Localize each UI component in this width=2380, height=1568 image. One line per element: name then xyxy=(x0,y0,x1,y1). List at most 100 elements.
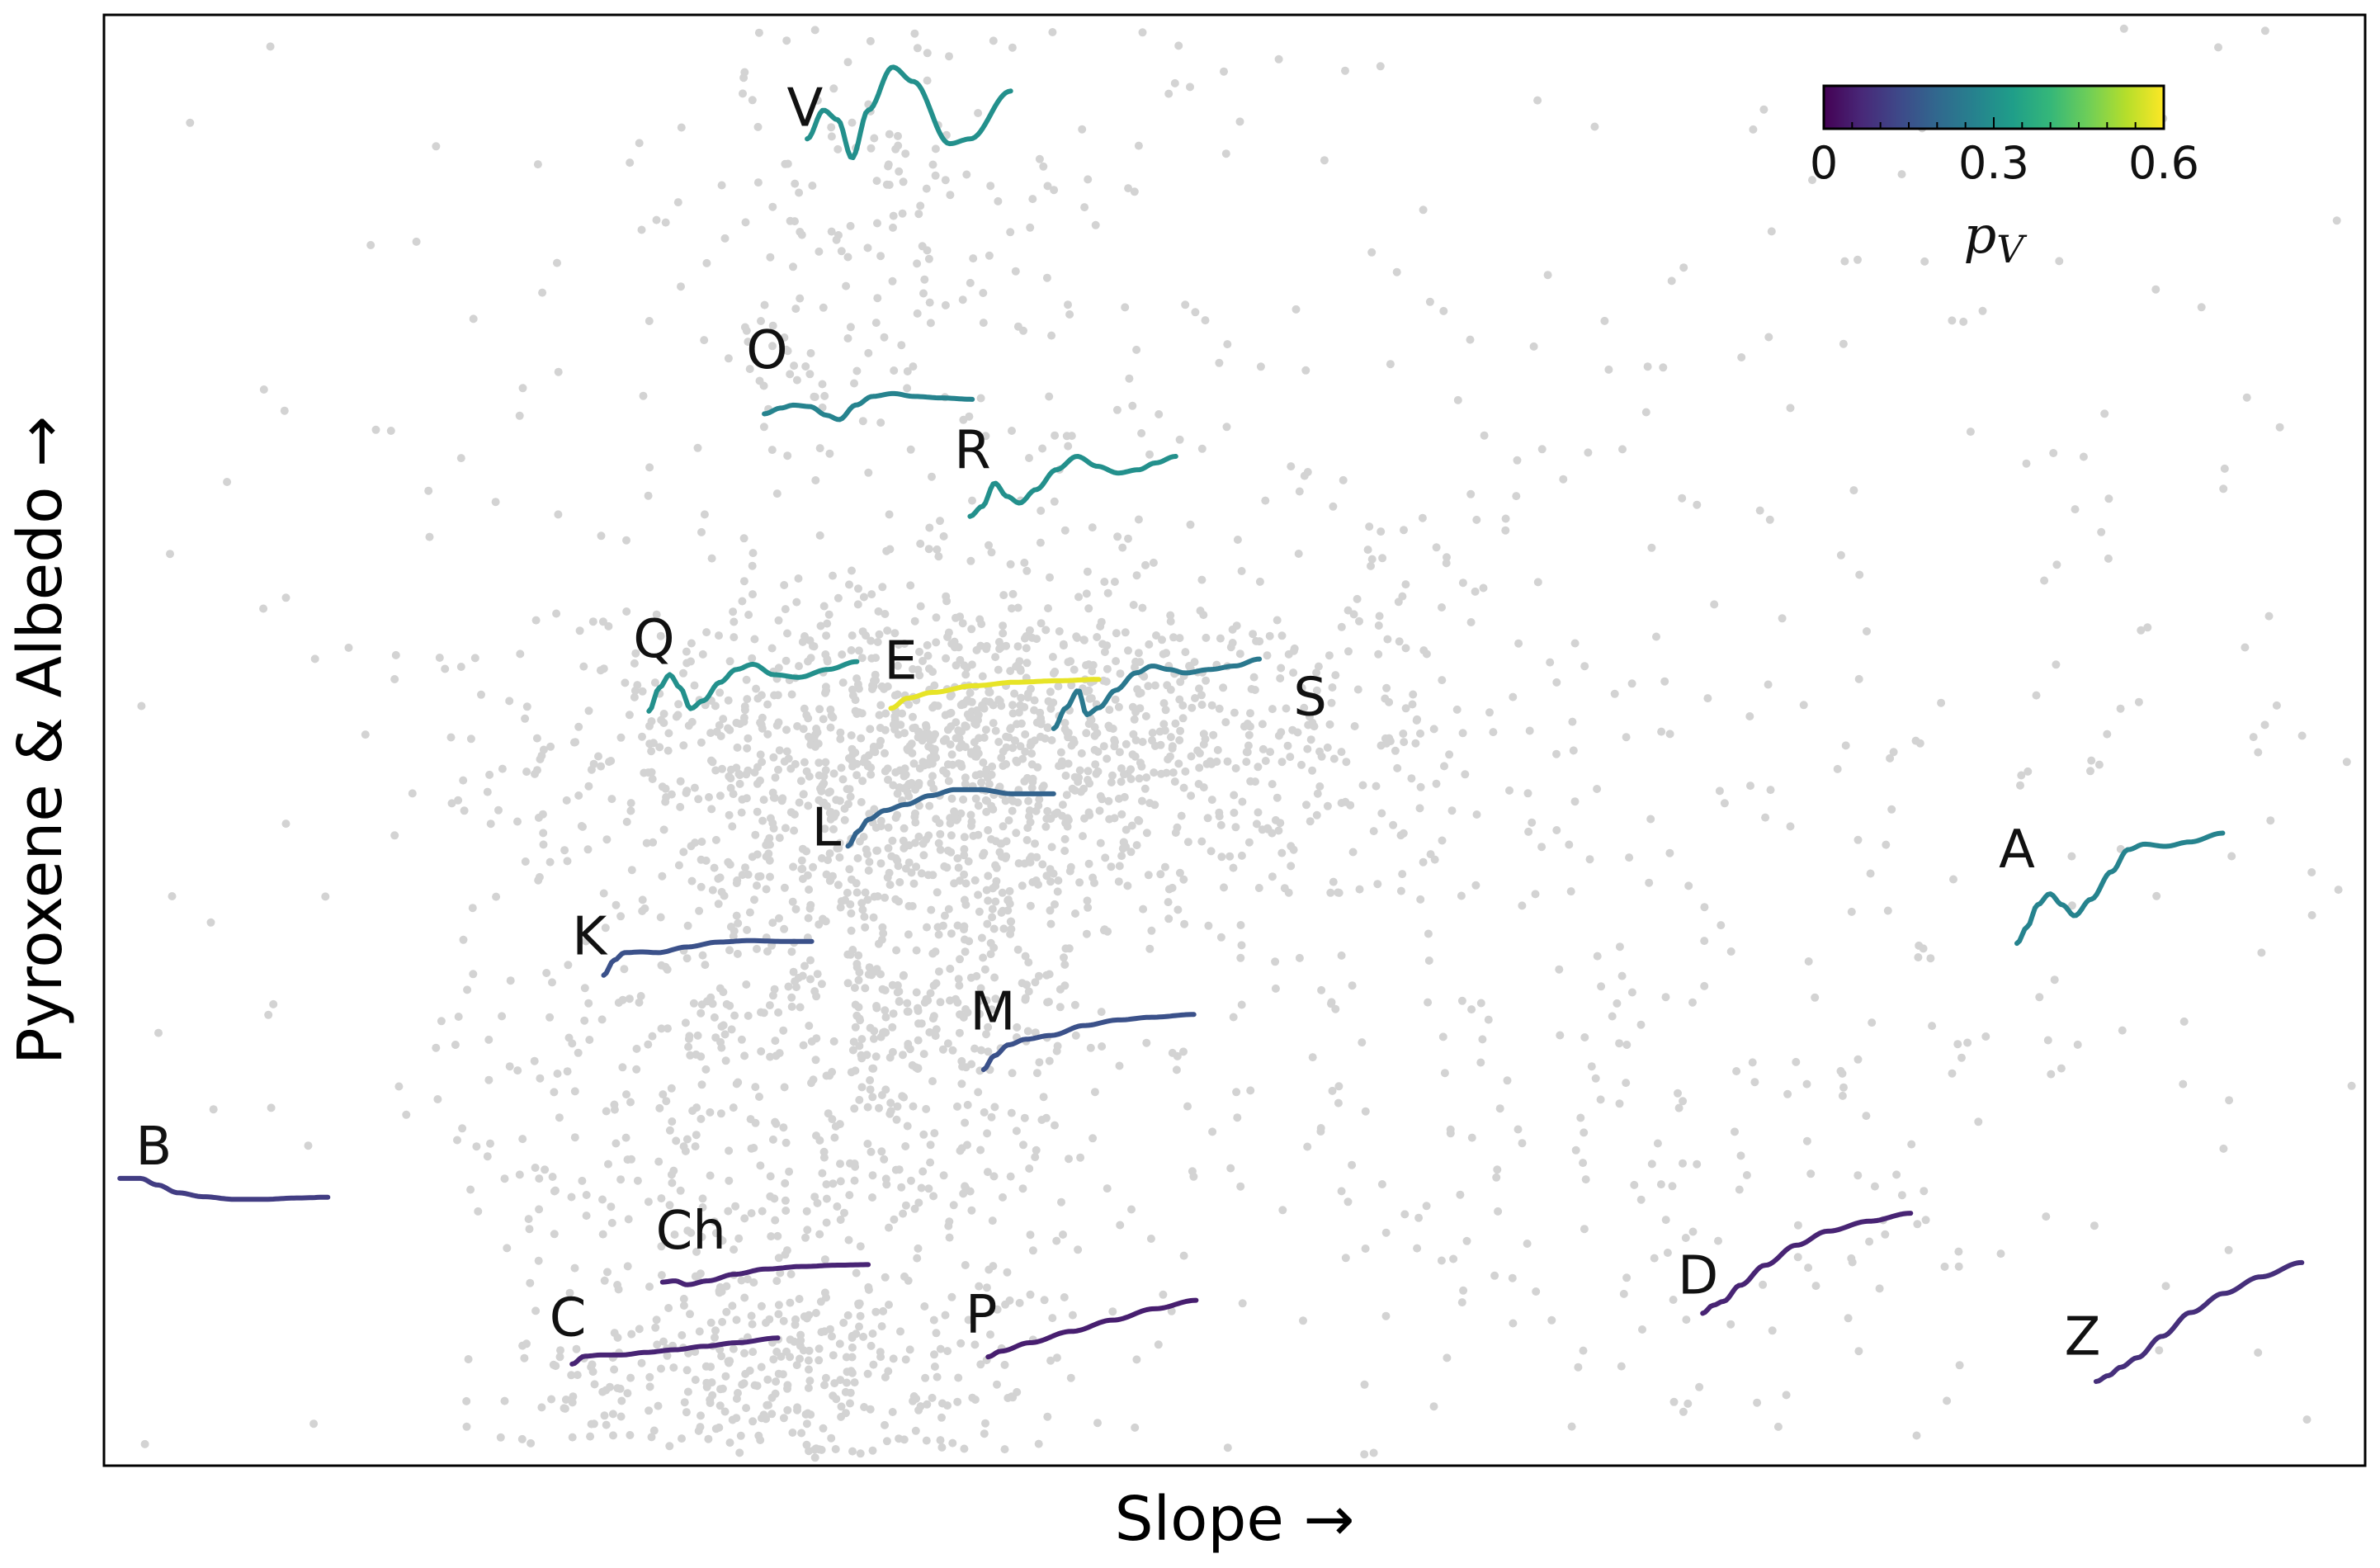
background-point xyxy=(1954,1247,1963,1256)
background-point xyxy=(1032,1145,1041,1155)
background-point xyxy=(1077,749,1086,758)
background-point xyxy=(813,96,822,105)
background-point xyxy=(1580,1033,1589,1041)
background-point xyxy=(1099,926,1108,935)
background-point xyxy=(903,367,912,375)
background-point xyxy=(2104,554,2113,563)
background-point xyxy=(895,878,904,886)
background-point xyxy=(690,783,699,792)
background-point xyxy=(895,167,904,176)
background-point xyxy=(616,733,626,742)
background-point xyxy=(437,1017,446,1026)
background-point xyxy=(947,1292,956,1301)
background-point xyxy=(630,659,639,668)
background-point xyxy=(500,1396,509,1405)
background-point xyxy=(470,654,479,663)
background-point xyxy=(2052,660,2061,669)
background-point xyxy=(1367,561,1375,570)
background-point xyxy=(1017,693,1026,702)
background-point xyxy=(888,1047,897,1056)
background-point xyxy=(912,988,921,997)
background-point xyxy=(1056,748,1065,757)
background-point xyxy=(922,723,931,732)
background-point xyxy=(1149,558,1158,567)
background-point xyxy=(789,862,798,871)
background-point xyxy=(486,819,495,829)
background-point xyxy=(1093,767,1103,776)
background-point xyxy=(657,1271,666,1280)
background-point xyxy=(677,282,685,291)
background-point xyxy=(2094,760,2104,769)
background-point xyxy=(947,831,956,840)
background-point xyxy=(725,1438,734,1448)
background-point xyxy=(743,925,752,934)
background-point xyxy=(1297,760,1306,769)
background-point xyxy=(961,670,970,679)
background-point xyxy=(1062,728,1071,737)
background-point xyxy=(941,176,950,185)
background-point xyxy=(1622,1041,1632,1049)
background-point xyxy=(1060,1293,1069,1301)
spectrum-c xyxy=(569,1335,781,1367)
background-point xyxy=(874,939,883,948)
background-point xyxy=(1096,838,1105,848)
background-point xyxy=(868,1093,877,1102)
background-point xyxy=(924,1184,933,1193)
background-point xyxy=(767,1232,776,1241)
background-point xyxy=(804,732,813,741)
background-point xyxy=(683,921,692,930)
background-point xyxy=(735,1448,744,1457)
background-point xyxy=(977,620,986,629)
background-point xyxy=(1638,1325,1646,1334)
background-point xyxy=(1430,855,1439,864)
background-point xyxy=(1365,522,1374,531)
background-point xyxy=(851,1023,860,1032)
background-point xyxy=(889,720,898,730)
background-point xyxy=(648,775,657,783)
background-point xyxy=(881,1006,890,1015)
background-point xyxy=(720,1407,730,1416)
background-point xyxy=(1215,704,1224,713)
background-point xyxy=(982,886,991,895)
background-point xyxy=(1344,647,1353,656)
background-point xyxy=(977,1046,985,1055)
background-point xyxy=(1131,752,1140,761)
background-point xyxy=(871,1307,881,1316)
background-point xyxy=(954,863,963,872)
background-point xyxy=(1799,701,1808,710)
background-point xyxy=(1360,1380,1369,1389)
background-point xyxy=(1180,919,1189,928)
background-point xyxy=(1035,1058,1044,1067)
background-point xyxy=(1393,763,1402,772)
background-point xyxy=(1501,514,1510,523)
background-point xyxy=(1051,1121,1059,1130)
background-point xyxy=(774,616,783,625)
background-point xyxy=(766,814,775,823)
background-point xyxy=(889,211,898,220)
background-point xyxy=(900,1272,909,1281)
background-point xyxy=(885,130,894,139)
background-point xyxy=(1695,1382,1704,1391)
background-point xyxy=(751,830,760,839)
background-point xyxy=(1258,720,1267,729)
background-point xyxy=(781,824,790,833)
background-point xyxy=(1047,736,1056,744)
background-point xyxy=(627,1329,636,1339)
background-point xyxy=(668,1117,677,1126)
background-point xyxy=(568,1398,577,1407)
background-point xyxy=(1060,953,1068,962)
background-point xyxy=(931,730,939,739)
background-point xyxy=(989,924,999,933)
background-point xyxy=(1008,709,1018,718)
background-point xyxy=(1667,276,1676,286)
background-point xyxy=(1244,721,1254,730)
background-point xyxy=(847,909,856,918)
background-point xyxy=(985,687,994,697)
background-point xyxy=(1286,753,1295,762)
background-point xyxy=(748,1417,758,1426)
background-point xyxy=(895,1165,904,1174)
background-point xyxy=(901,1142,910,1150)
background-point xyxy=(492,892,501,901)
background-point xyxy=(835,853,844,862)
background-point xyxy=(921,1373,930,1382)
